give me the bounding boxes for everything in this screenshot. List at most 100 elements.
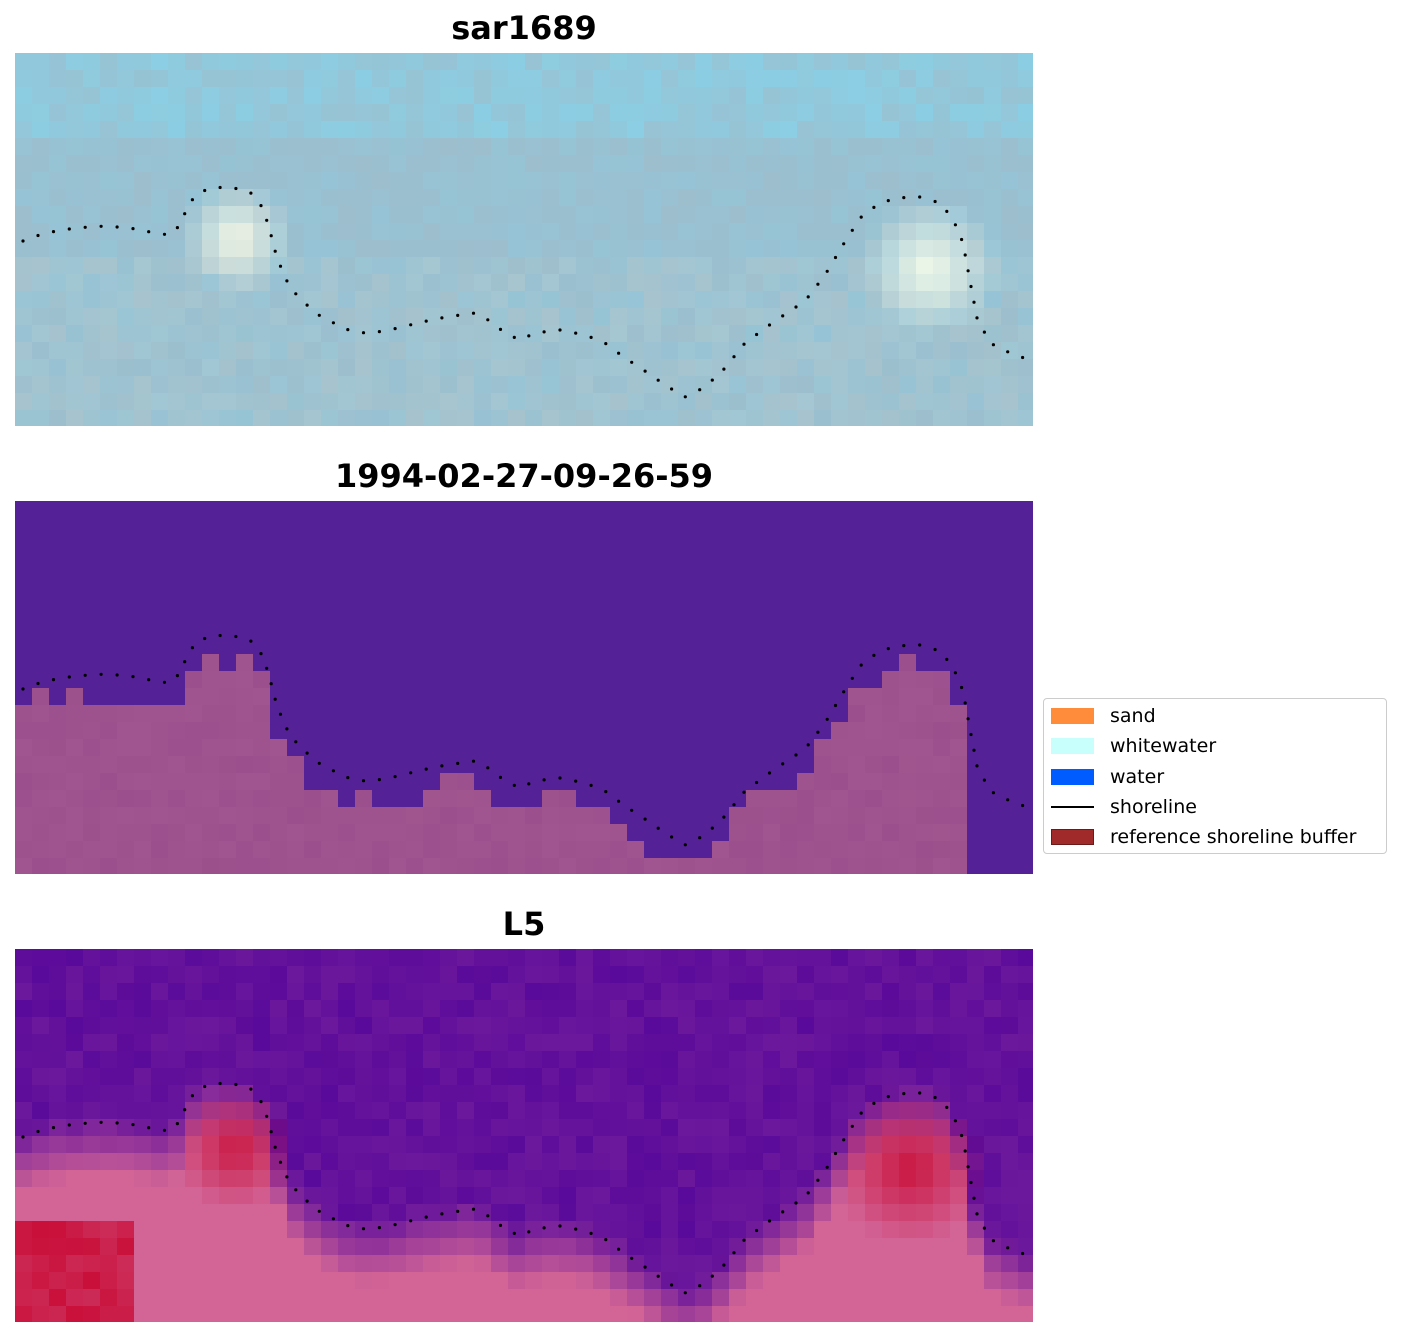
pixel [372,1051,390,1069]
pixel [219,790,237,808]
pixel [151,552,169,570]
pixel [508,240,526,258]
pixel [916,620,934,638]
pixel [202,189,220,207]
pixel [661,53,679,71]
pixel [967,1136,985,1154]
pixel [219,121,237,139]
pixel [491,1204,509,1222]
pixel [134,376,152,394]
pixel [270,121,288,139]
pixel [1001,1238,1019,1256]
pixel [950,603,968,621]
pixel [899,1238,917,1256]
pixel [304,983,322,1001]
pixel [270,240,288,258]
pixel [576,705,594,723]
pixel [355,841,373,859]
pixel [967,773,985,791]
pixel [525,410,543,426]
pixel [83,376,101,394]
pixel [389,274,407,292]
pixel [712,705,730,723]
pixel [746,535,764,553]
pixel [695,291,713,309]
pixel [899,1289,917,1307]
pixel [899,739,917,757]
shoreline-dot [670,387,674,391]
pixel [661,1187,679,1205]
pixel [219,949,237,967]
pixel [525,756,543,774]
pixel [100,790,118,808]
pixel [49,1221,67,1239]
pixel [304,1000,322,1018]
pixel [746,1119,764,1137]
pixel [712,501,730,519]
pixel [100,325,118,343]
pixel [304,654,322,672]
pixel [202,1221,220,1239]
pixel [440,1204,458,1222]
pixel [967,518,985,536]
pixel [474,172,492,190]
pixel [287,1085,305,1103]
pixel [916,359,934,377]
pixel [423,858,441,874]
pixel [304,756,322,774]
pixel [185,949,203,967]
pixel [661,1221,679,1239]
legend-item-sand: sand [1051,704,1156,728]
pixel [780,104,798,122]
pixel [253,535,271,553]
pixel [831,790,849,808]
pixel [66,1051,84,1069]
pixel [32,790,50,808]
pixel [984,552,1002,570]
pixel [780,586,798,604]
pixel [916,121,934,139]
pixel [610,501,628,519]
pixel [984,739,1002,757]
pixel [338,308,356,326]
pixel [831,342,849,360]
pixel [474,586,492,604]
pixel [66,342,84,360]
pixel [916,1000,934,1018]
shoreline-dot [630,360,634,364]
pixel [678,1221,696,1239]
pixel [440,291,458,309]
pixel [49,637,67,655]
pixel [712,773,730,791]
pixel [168,1153,186,1171]
pixel [542,325,560,343]
pixel [593,688,611,706]
pixel [797,223,815,241]
pixel [474,206,492,224]
pixel [814,104,832,122]
pixel [32,586,50,604]
pixel [32,654,50,672]
pixel [83,53,101,71]
pixel [746,983,764,1001]
pixel [729,189,747,207]
pixel [933,1238,951,1256]
pixel [627,688,645,706]
pixel [814,189,832,207]
pixel [984,376,1002,394]
pixel [899,70,917,88]
pixel [593,841,611,859]
pixel [134,1000,152,1018]
pixel [865,223,883,241]
pixel [865,70,883,88]
pixel [491,569,509,587]
shoreline-dot [722,1263,726,1267]
pixel [525,70,543,88]
pixel [185,308,203,326]
pixel [712,1085,730,1103]
pixel [933,807,951,825]
pixel [66,535,84,553]
pixel [1018,223,1033,241]
pixel [950,620,968,638]
pixel [168,1000,186,1018]
